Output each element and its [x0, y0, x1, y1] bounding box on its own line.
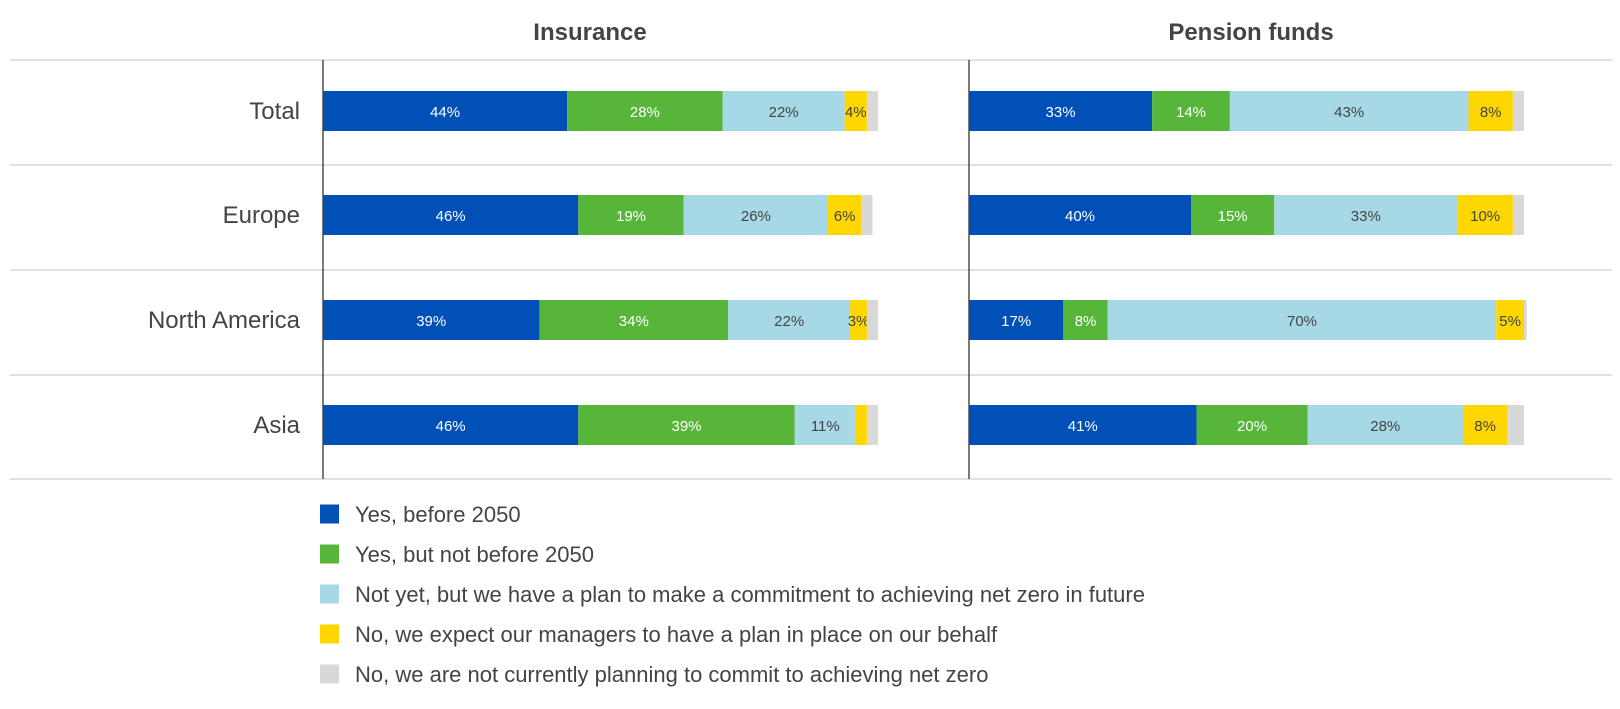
- data-label-pension-funds-total-s2: 43%: [1334, 104, 1364, 121]
- data-label-pension-funds-asia-s3: 8%: [1474, 418, 1496, 435]
- bar-insurance-total-s3: [844, 91, 867, 131]
- data-label-pension-funds-total-s0: 33%: [1046, 104, 1076, 121]
- data-label-pension-funds-north-america-s3: 5%: [1499, 313, 1521, 330]
- bar-pension-funds-total-s2: [1229, 91, 1469, 131]
- legend-swatch-3: [320, 624, 339, 644]
- bar-insurance-north-america-s1: [539, 300, 729, 340]
- bar-pension-funds-total-s1: [1152, 91, 1230, 131]
- data-label-pension-funds-europe-s2: 33%: [1351, 208, 1381, 225]
- data-label-insurance-total-s0: 44%: [430, 104, 460, 121]
- data-label-insurance-north-america-s0: 39%: [416, 313, 446, 330]
- bar-pension-funds-north-america-s3: [1496, 300, 1524, 340]
- data-label-pension-funds-europe-s1: 15%: [1218, 208, 1248, 225]
- category-label-total: Total: [249, 98, 300, 125]
- data-label-pension-funds-europe-s3: 10%: [1470, 208, 1500, 225]
- data-label-pension-funds-north-america-s1: 8%: [1075, 313, 1097, 330]
- bar-insurance-europe-s0: [323, 195, 579, 235]
- bar-insurance-total-s2: [722, 91, 845, 131]
- bar-pension-funds-asia-s0: [969, 405, 1197, 445]
- bar-pension-funds-north-america-s4: [1524, 300, 1527, 340]
- bar-insurance-north-america-s2: [728, 300, 851, 340]
- bar-pension-funds-north-america-s0: [969, 300, 1064, 340]
- bar-pension-funds-total-s0: [969, 91, 1153, 131]
- legend-label-0: Yes, before 2050: [355, 502, 521, 527]
- bar-insurance-asia-s3: [855, 405, 867, 445]
- panel-title-pension-funds: Pension funds: [1168, 19, 1333, 46]
- data-label-insurance-north-america-s1: 34%: [619, 313, 649, 330]
- bar-insurance-europe-s2: [683, 195, 829, 235]
- legend-label-3: No, we expect our managers to have a pla…: [355, 622, 998, 647]
- data-label-insurance-total-s1: 28%: [630, 104, 660, 121]
- bar-insurance-asia-s2: [794, 405, 856, 445]
- bar-pension-funds-total-s4: [1512, 91, 1524, 131]
- data-label-insurance-europe-s3: 6%: [834, 208, 856, 225]
- bar-insurance-north-america-s0: [323, 300, 540, 340]
- data-label-pension-funds-north-america-s2: 70%: [1287, 313, 1317, 330]
- data-label-insurance-total-s3: 4%: [845, 104, 867, 121]
- bar-insurance-total-s1: [567, 91, 723, 131]
- data-label-insurance-europe-s2: 26%: [741, 208, 771, 225]
- data-label-pension-funds-asia-s2: 28%: [1370, 418, 1400, 435]
- data-label-insurance-total-s2: 22%: [769, 104, 799, 121]
- data-label-pension-funds-europe-s0: 40%: [1065, 208, 1095, 225]
- bar-insurance-europe-s4: [861, 195, 873, 235]
- data-label-insurance-north-america-s2: 22%: [774, 313, 804, 330]
- bar-insurance-north-america-s3: [850, 300, 867, 340]
- data-label-insurance-asia-s0: 46%: [436, 418, 466, 435]
- bar-insurance-asia-s4: [866, 405, 878, 445]
- bar-insurance-europe-s1: [578, 195, 684, 235]
- bar-pension-funds-europe-s3: [1457, 195, 1513, 235]
- category-label-asia: Asia: [253, 412, 300, 439]
- panel-title-insurance: Insurance: [533, 19, 646, 46]
- bar-insurance-asia-s1: [578, 405, 795, 445]
- data-label-insurance-asia-s1: 39%: [672, 418, 702, 435]
- legend-label-2: Not yet, but we have a plan to make a co…: [355, 582, 1145, 607]
- data-label-pension-funds-asia-s1: 20%: [1237, 418, 1267, 435]
- bar-insurance-europe-s3: [828, 195, 862, 235]
- bar-pension-funds-europe-s4: [1512, 195, 1524, 235]
- bar-pension-funds-europe-s1: [1191, 195, 1275, 235]
- bar-pension-funds-asia-s4: [1507, 405, 1524, 445]
- bar-insurance-asia-s0: [323, 405, 579, 445]
- bar-pension-funds-north-america-s2: [1107, 300, 1497, 340]
- bar-pension-funds-north-america-s1: [1063, 300, 1108, 340]
- legend-swatch-0: [320, 504, 339, 524]
- data-label-insurance-north-america-s3: 3%: [848, 313, 870, 330]
- data-label-pension-funds-north-america-s0: 17%: [1001, 313, 1031, 330]
- bar-insurance-north-america-s4: [866, 300, 878, 340]
- bar-pension-funds-asia-s1: [1196, 405, 1308, 445]
- legend-swatch-1: [320, 544, 339, 564]
- legend-swatch-2: [320, 584, 339, 604]
- legend-label-1: Yes, but not before 2050: [355, 542, 594, 567]
- data-label-pension-funds-total-s3: 8%: [1480, 104, 1502, 121]
- data-label-pension-funds-asia-s0: 41%: [1068, 418, 1098, 435]
- bar-pension-funds-asia-s2: [1307, 405, 1463, 445]
- bar-insurance-total-s4: [866, 91, 878, 131]
- legend-label-4: No, we are not currently planning to com…: [355, 662, 988, 687]
- data-label-insurance-asia-s2: 11%: [811, 418, 840, 435]
- bar-pension-funds-europe-s2: [1274, 195, 1458, 235]
- category-label-europe: Europe: [223, 202, 300, 229]
- bar-pension-funds-total-s3: [1468, 91, 1513, 131]
- data-label-insurance-europe-s1: 19%: [616, 208, 646, 225]
- data-label-pension-funds-total-s1: 14%: [1176, 104, 1206, 121]
- data-label-insurance-europe-s0: 46%: [436, 208, 466, 225]
- legend-swatch-4: [320, 664, 339, 684]
- bar-pension-funds-europe-s0: [969, 195, 1191, 235]
- bar-pension-funds-asia-s3: [1462, 405, 1508, 445]
- bar-insurance-total-s0: [323, 91, 568, 131]
- category-label-north-america: North America: [148, 307, 301, 334]
